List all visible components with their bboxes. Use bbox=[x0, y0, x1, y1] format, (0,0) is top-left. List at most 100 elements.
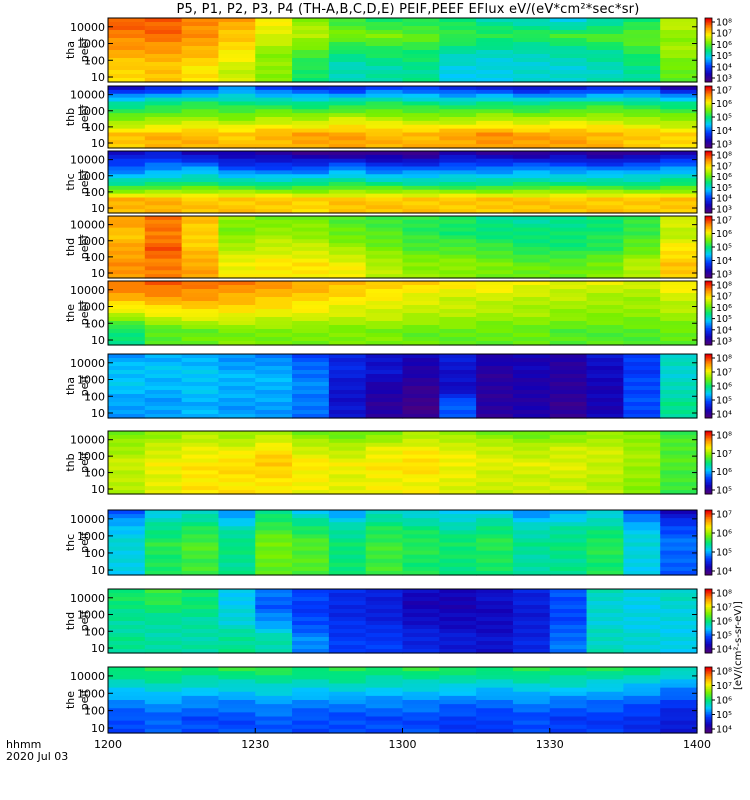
heat-cell bbox=[402, 366, 440, 371]
heat-cell bbox=[365, 22, 404, 27]
heat-cell bbox=[144, 235, 183, 240]
heat-cell bbox=[108, 679, 146, 685]
heat-cell bbox=[402, 534, 440, 540]
heat-cell bbox=[108, 667, 146, 672]
heat-cell bbox=[328, 625, 367, 630]
heat-cell bbox=[476, 550, 514, 556]
y-tick-label: 1000 bbox=[77, 450, 105, 463]
heat-cell bbox=[549, 454, 588, 460]
heat-cell bbox=[218, 675, 256, 680]
heat-cell bbox=[292, 514, 330, 519]
colorbar-swatch bbox=[705, 446, 712, 449]
heat-cell bbox=[660, 78, 698, 83]
heat-cell bbox=[402, 46, 440, 51]
heat-cell bbox=[144, 398, 183, 403]
heat-cell bbox=[181, 617, 220, 622]
heat-cell bbox=[402, 34, 440, 39]
heat-cell bbox=[181, 166, 220, 171]
heat-cell bbox=[328, 679, 367, 685]
heat-cell bbox=[439, 124, 477, 130]
heat-cell bbox=[292, 313, 330, 318]
panel-ylabel-probe: thb bbox=[64, 453, 77, 471]
heat-cell bbox=[144, 197, 183, 202]
heat-cell bbox=[255, 625, 293, 630]
colorbar-swatch bbox=[705, 405, 712, 408]
heat-cell bbox=[365, 201, 404, 206]
heat-cell bbox=[144, 605, 183, 610]
heat-cell bbox=[476, 223, 514, 229]
heat-cell bbox=[586, 34, 624, 39]
heat-cell bbox=[365, 101, 404, 106]
heat-cell bbox=[218, 158, 256, 164]
heat-cell bbox=[218, 431, 256, 436]
heat-cell bbox=[549, 394, 588, 399]
heat-cell bbox=[660, 649, 698, 654]
heat-cell bbox=[660, 18, 698, 23]
heat-cell bbox=[255, 185, 293, 191]
heat-cell bbox=[623, 243, 661, 248]
heat-cell bbox=[439, 325, 477, 330]
heat-cell bbox=[660, 321, 698, 326]
heat-cell bbox=[365, 185, 404, 191]
heat-cell bbox=[660, 728, 698, 734]
colorbar-swatch bbox=[705, 459, 712, 462]
heat-cell bbox=[328, 374, 367, 379]
heat-cell bbox=[586, 562, 624, 568]
heat-cell bbox=[108, 720, 146, 726]
colorbar-swatch bbox=[705, 390, 712, 393]
heat-cell bbox=[660, 38, 698, 43]
colorbar-swatch bbox=[705, 160, 712, 163]
heat-cell bbox=[181, 250, 220, 256]
heat-cell bbox=[476, 158, 514, 164]
heat-cell bbox=[623, 293, 661, 298]
heat-cell bbox=[365, 34, 404, 39]
heat-cell bbox=[255, 530, 293, 535]
y-tick-label: 1000 bbox=[77, 235, 105, 248]
heat-cell bbox=[218, 239, 256, 244]
heat-cell bbox=[586, 470, 624, 475]
heat-cell bbox=[549, 414, 588, 419]
y-tick-label: 1000 bbox=[77, 170, 105, 183]
heat-cell bbox=[255, 704, 293, 709]
heat-cell bbox=[144, 514, 183, 519]
heat-cell bbox=[181, 530, 220, 535]
heat-cell bbox=[660, 258, 698, 264]
heat-cell bbox=[623, 450, 661, 456]
heat-cell bbox=[439, 406, 477, 411]
heat-cell bbox=[108, 321, 146, 326]
heat-cell bbox=[402, 406, 440, 411]
heat-cell bbox=[623, 679, 661, 685]
heat-cell bbox=[365, 313, 404, 318]
colorbar-swatch bbox=[705, 75, 712, 78]
colorbar-swatch bbox=[705, 202, 712, 205]
heat-cell bbox=[255, 289, 293, 294]
heat-cell bbox=[512, 458, 551, 464]
heat-cell bbox=[292, 708, 330, 713]
heat-cell bbox=[660, 510, 698, 515]
heat-cell bbox=[328, 526, 367, 531]
colorbar-swatch bbox=[705, 366, 712, 369]
heat-cell bbox=[328, 406, 367, 411]
heat-cell bbox=[218, 270, 256, 275]
heat-cell bbox=[365, 243, 404, 248]
heat-cell bbox=[623, 341, 661, 346]
heat-cell bbox=[512, 154, 551, 160]
colorbar-swatch bbox=[705, 445, 712, 448]
heat-cell bbox=[586, 262, 624, 267]
heat-cell bbox=[292, 70, 330, 75]
heat-cell bbox=[660, 402, 698, 407]
heat-cell bbox=[586, 329, 624, 334]
heat-cell bbox=[144, 378, 183, 383]
heat-cell bbox=[144, 474, 183, 479]
colorbar-swatch bbox=[705, 524, 712, 527]
heat-cell bbox=[402, 235, 440, 240]
heat-cell bbox=[255, 170, 293, 175]
heat-cell bbox=[108, 431, 146, 436]
heat-cell bbox=[512, 410, 551, 415]
heat-cell bbox=[365, 205, 404, 210]
heat-cell bbox=[144, 438, 183, 444]
heat-cell bbox=[255, 378, 293, 383]
heat-cell bbox=[144, 390, 183, 395]
heat-cell bbox=[476, 197, 514, 202]
